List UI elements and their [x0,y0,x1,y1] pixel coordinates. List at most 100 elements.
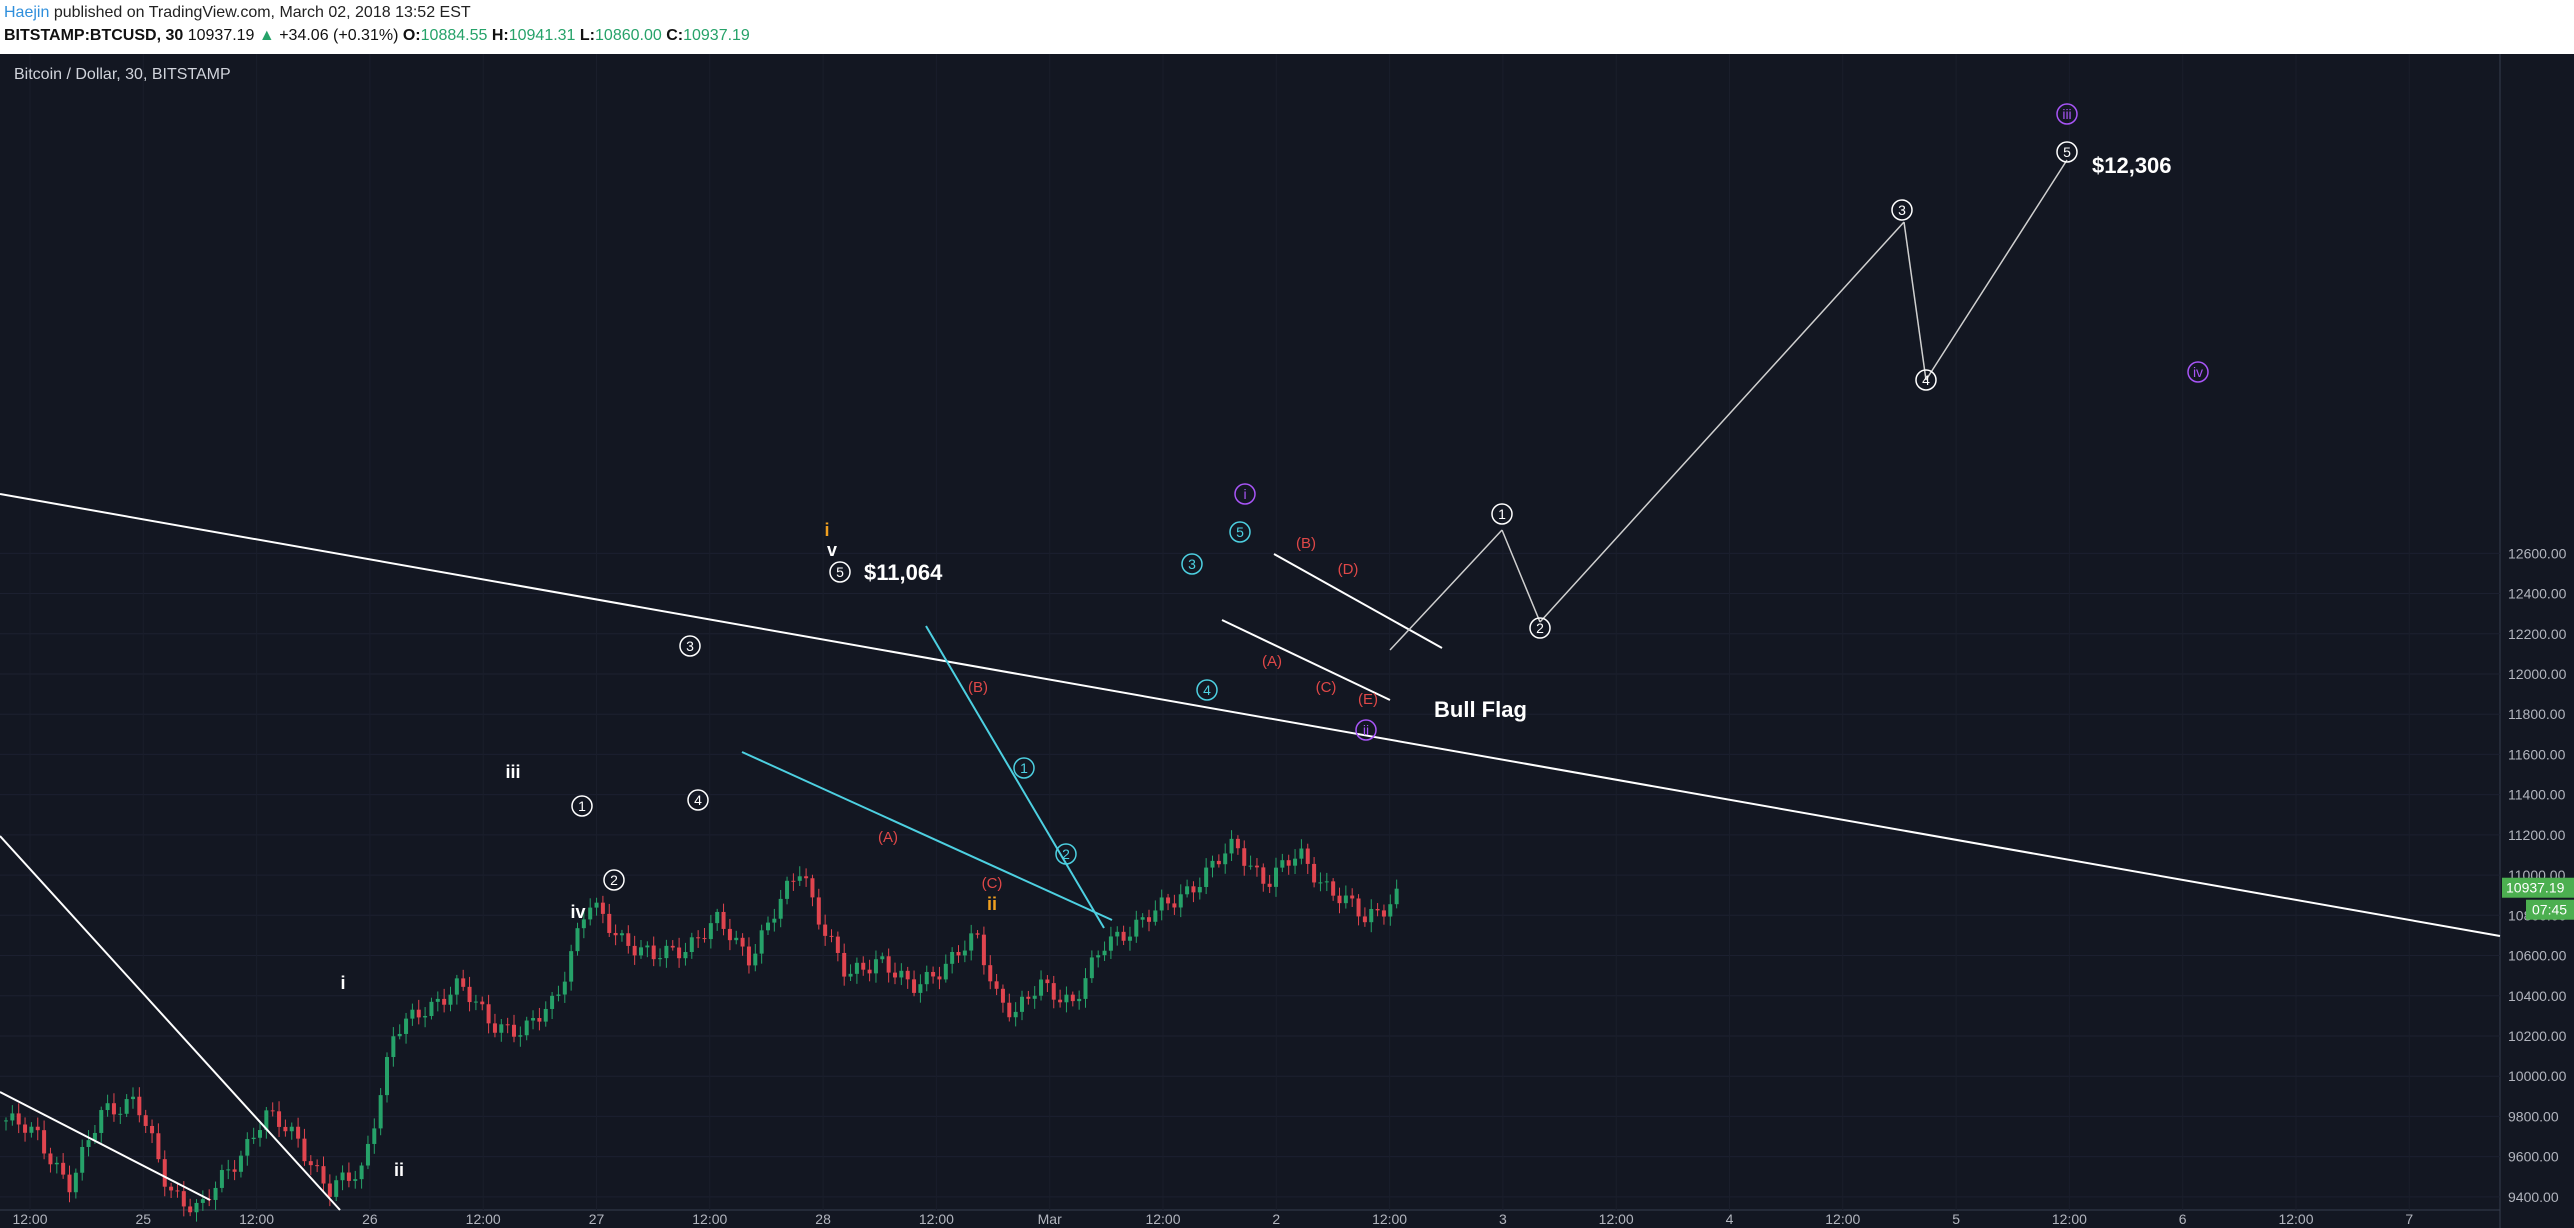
candle-body [1343,895,1348,904]
candle-body [486,1004,491,1024]
circled-wave-4 [687,789,709,811]
cyan-wedge-lower [741,751,1113,921]
price-chart[interactable]: 12600.00 12400.00 12200.00 12000.00 11800.00… [0,54,2574,1228]
candle-body [270,1110,275,1112]
candle-body [1185,886,1190,895]
candle-body [353,1179,358,1181]
x-tick-label: 12:00 [919,1211,954,1227]
corrective-(D): (D) [1338,561,1359,578]
candle-body [54,1162,59,1165]
candle-body [797,876,802,881]
candle-body [118,1113,123,1115]
candle-body [537,1018,542,1022]
candle-body [334,1180,339,1197]
circled-wave-4-text: 4 [694,792,702,808]
candle-body [702,938,707,940]
candle-body [111,1103,116,1115]
candle-body [1089,957,1094,979]
x-tick-label: 12:00 [1145,1211,1180,1227]
candle-body [1000,988,1005,1003]
candle-body [1274,867,1278,887]
candle-body [550,995,555,1009]
candle-body [607,913,612,933]
circled-wave-1-text: 1 [578,798,586,814]
candle-body [473,1001,478,1003]
circled-wave-5 [2056,141,2078,163]
y-tick-label: 11800.00 [2508,706,2566,722]
candle-body [1108,936,1113,951]
candle-body [1070,994,1075,1002]
close-label: C: [666,27,684,44]
circled-wave-3 [679,635,701,657]
y-tick-label: 11600.00 [2508,746,2566,762]
candle-body [1166,897,1171,904]
candle-body [315,1165,320,1167]
candle-body [1127,936,1132,941]
x-tick-label: 2 [1272,1211,1280,1227]
candle-body [105,1103,110,1111]
candle-body [950,952,955,964]
candle-body [1020,996,1024,1012]
candle-body [696,937,701,939]
candle-body [715,911,720,924]
author-link[interactable]: Haejin [4,4,50,21]
circled-wave-2 [1529,617,1551,639]
x-tick-label: 12:00 [1372,1211,1407,1227]
candle-body [981,934,986,966]
candle-body [893,972,897,978]
candle-body [175,1190,180,1192]
published-text: published on TradingView.com, March 02, … [53,4,471,21]
candle-body [1077,998,1082,1002]
x-tick-label: 7 [2405,1211,2413,1227]
candle-body [645,945,650,948]
x-axis[interactable]: 12:00 25 12:00 26 12:00 27 12:00 28 12:00 Mar 12:0… [0,54,2500,1227]
candle-body [931,971,936,977]
candle-body [435,998,440,1002]
circled-wave-3 [1891,199,1913,221]
candle-body [531,1018,536,1021]
candle-body [10,1113,15,1121]
candle-body [689,937,694,953]
candle-body [1324,881,1329,883]
candle-body [1153,910,1158,922]
candle-body [1197,886,1202,893]
candle-body [1369,908,1374,923]
candle-body [1267,883,1272,887]
candle-body [1191,886,1196,893]
candle-body [245,1139,250,1156]
candle-body [213,1187,218,1200]
circled-wave-4-text: 4 [1922,372,1930,388]
x-tick-label: 26 [362,1211,378,1227]
candle-body [1394,888,1399,905]
candle-body [1293,858,1298,866]
candle-body [385,1057,389,1096]
candle-body [1350,895,1355,899]
candle-body [829,935,834,937]
candle-body [1172,903,1177,908]
publish-line: Haejin published on TradingView.com, Mar… [4,4,471,22]
candle-body [1147,917,1151,922]
candle-body [1013,1011,1018,1018]
candle-body [283,1126,288,1132]
candle-body [137,1096,142,1116]
y-tick-label: 9400.00 [2508,1189,2559,1205]
open-value: 10884.55 [420,27,488,44]
candle-body [943,963,948,980]
candle-body [442,998,447,1005]
candle-body [905,970,910,980]
wave-orange-ii: ii [987,894,997,914]
candle-body [1115,931,1120,937]
candle-body [131,1096,135,1100]
wave-v: v [827,540,837,560]
y-axis[interactable]: 12600.00 12400.00 12200.00 12000.00 11800.00… [0,545,2567,1205]
circled-wave-5-text: 5 [2063,144,2071,160]
candle-body [721,911,726,929]
candle-body [956,952,961,956]
candle-body [804,876,809,879]
candle-body [73,1172,78,1193]
candle-body [194,1202,199,1213]
candle-body [1235,838,1240,849]
candle-body [1134,919,1139,937]
corrective-(A): (A) [878,829,898,846]
candle-body [423,1016,428,1018]
